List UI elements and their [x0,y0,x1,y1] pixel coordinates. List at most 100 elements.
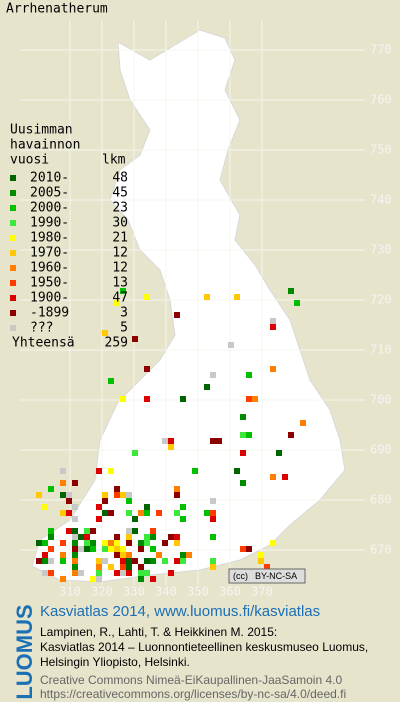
observation [126,492,132,498]
x-grid-label: 350 [187,585,209,599]
observation [72,504,78,510]
x-grid-label: 370 [251,585,273,599]
observation [90,546,96,552]
observation [210,372,216,378]
observation [78,534,84,540]
observation [210,510,216,516]
observation [42,552,48,558]
observation [108,546,114,552]
observation [174,558,180,564]
observation [258,558,264,564]
y-grid-label: 730 [370,243,392,257]
observation [72,534,78,540]
observation [138,546,144,552]
legend-label: 1900- [30,291,69,306]
observation [234,468,240,474]
observation [282,474,288,480]
badge-cc: (cc) [233,571,248,581]
observation [102,492,108,498]
observation [72,540,78,546]
observation [246,432,252,438]
observation [210,516,216,522]
observation [96,564,102,570]
observation [126,510,132,516]
legend-label: 1950- [30,276,69,291]
observation [156,510,162,516]
observation [210,558,216,564]
y-grid-label: 740 [370,193,392,207]
observation [168,534,174,540]
observation [120,288,126,294]
legend-count: 23 [112,201,128,216]
observation [168,570,174,576]
observation [84,540,90,546]
legend-label: ??? [30,321,53,336]
y-grid-label: 680 [370,493,392,507]
observation [174,510,180,516]
legend-label: -1899 [30,306,69,321]
legend-swatch [10,265,16,271]
legend-label: 2005- [30,186,69,201]
observation [102,330,108,336]
observation [150,576,156,582]
observation [246,372,252,378]
observation [228,342,234,348]
observation [96,468,102,474]
observation [60,492,66,498]
x-grid-label: 310 [59,585,81,599]
observation [138,510,144,516]
observation [120,564,126,570]
observation [246,546,252,552]
observation [60,558,66,564]
y-grid-label: 770 [370,43,392,57]
observation [234,294,240,300]
legend-label: 1990- [30,216,69,231]
observation [144,510,150,516]
observation [114,546,120,552]
citation-line: Kasviatlas 2014 – Luonnontieteellinen ke… [40,640,368,654]
observation [120,396,126,402]
observation [72,516,78,522]
legend-col-label: lkm [102,153,126,168]
legend-count: 30 [112,216,128,231]
legend-swatch [10,325,16,331]
observation [102,546,108,552]
observation [270,324,276,330]
observation [72,528,78,534]
observation [126,528,132,534]
observation [48,486,54,492]
observation [162,558,168,564]
observation [174,312,180,318]
observation [210,498,216,504]
observation [90,540,96,546]
observation [132,558,138,564]
observation [36,492,42,498]
observation [240,432,246,438]
observation [120,546,126,552]
observation [216,438,222,444]
observation [120,492,126,498]
citation-line: Lampinen, R., Lahti, T. & Heikkinen M. 2… [40,625,277,639]
observation [108,468,114,474]
observation [48,528,54,534]
observation [174,486,180,492]
legend-swatch [10,250,16,256]
observation [102,558,108,564]
observation [78,570,84,576]
observation [60,480,66,486]
x-grid-label: 340 [155,585,177,599]
observation [180,558,186,564]
observation [60,552,66,558]
observation [72,480,78,486]
y-grid-label: 670 [370,543,392,557]
legend-swatch [10,235,16,241]
legend-count: 3 [120,306,128,321]
x-grid-label: 320 [91,585,113,599]
observation [126,564,132,570]
observation [144,540,150,546]
observation [84,534,90,540]
legend-swatch [10,310,16,316]
observation [300,420,306,426]
observation [120,552,126,558]
